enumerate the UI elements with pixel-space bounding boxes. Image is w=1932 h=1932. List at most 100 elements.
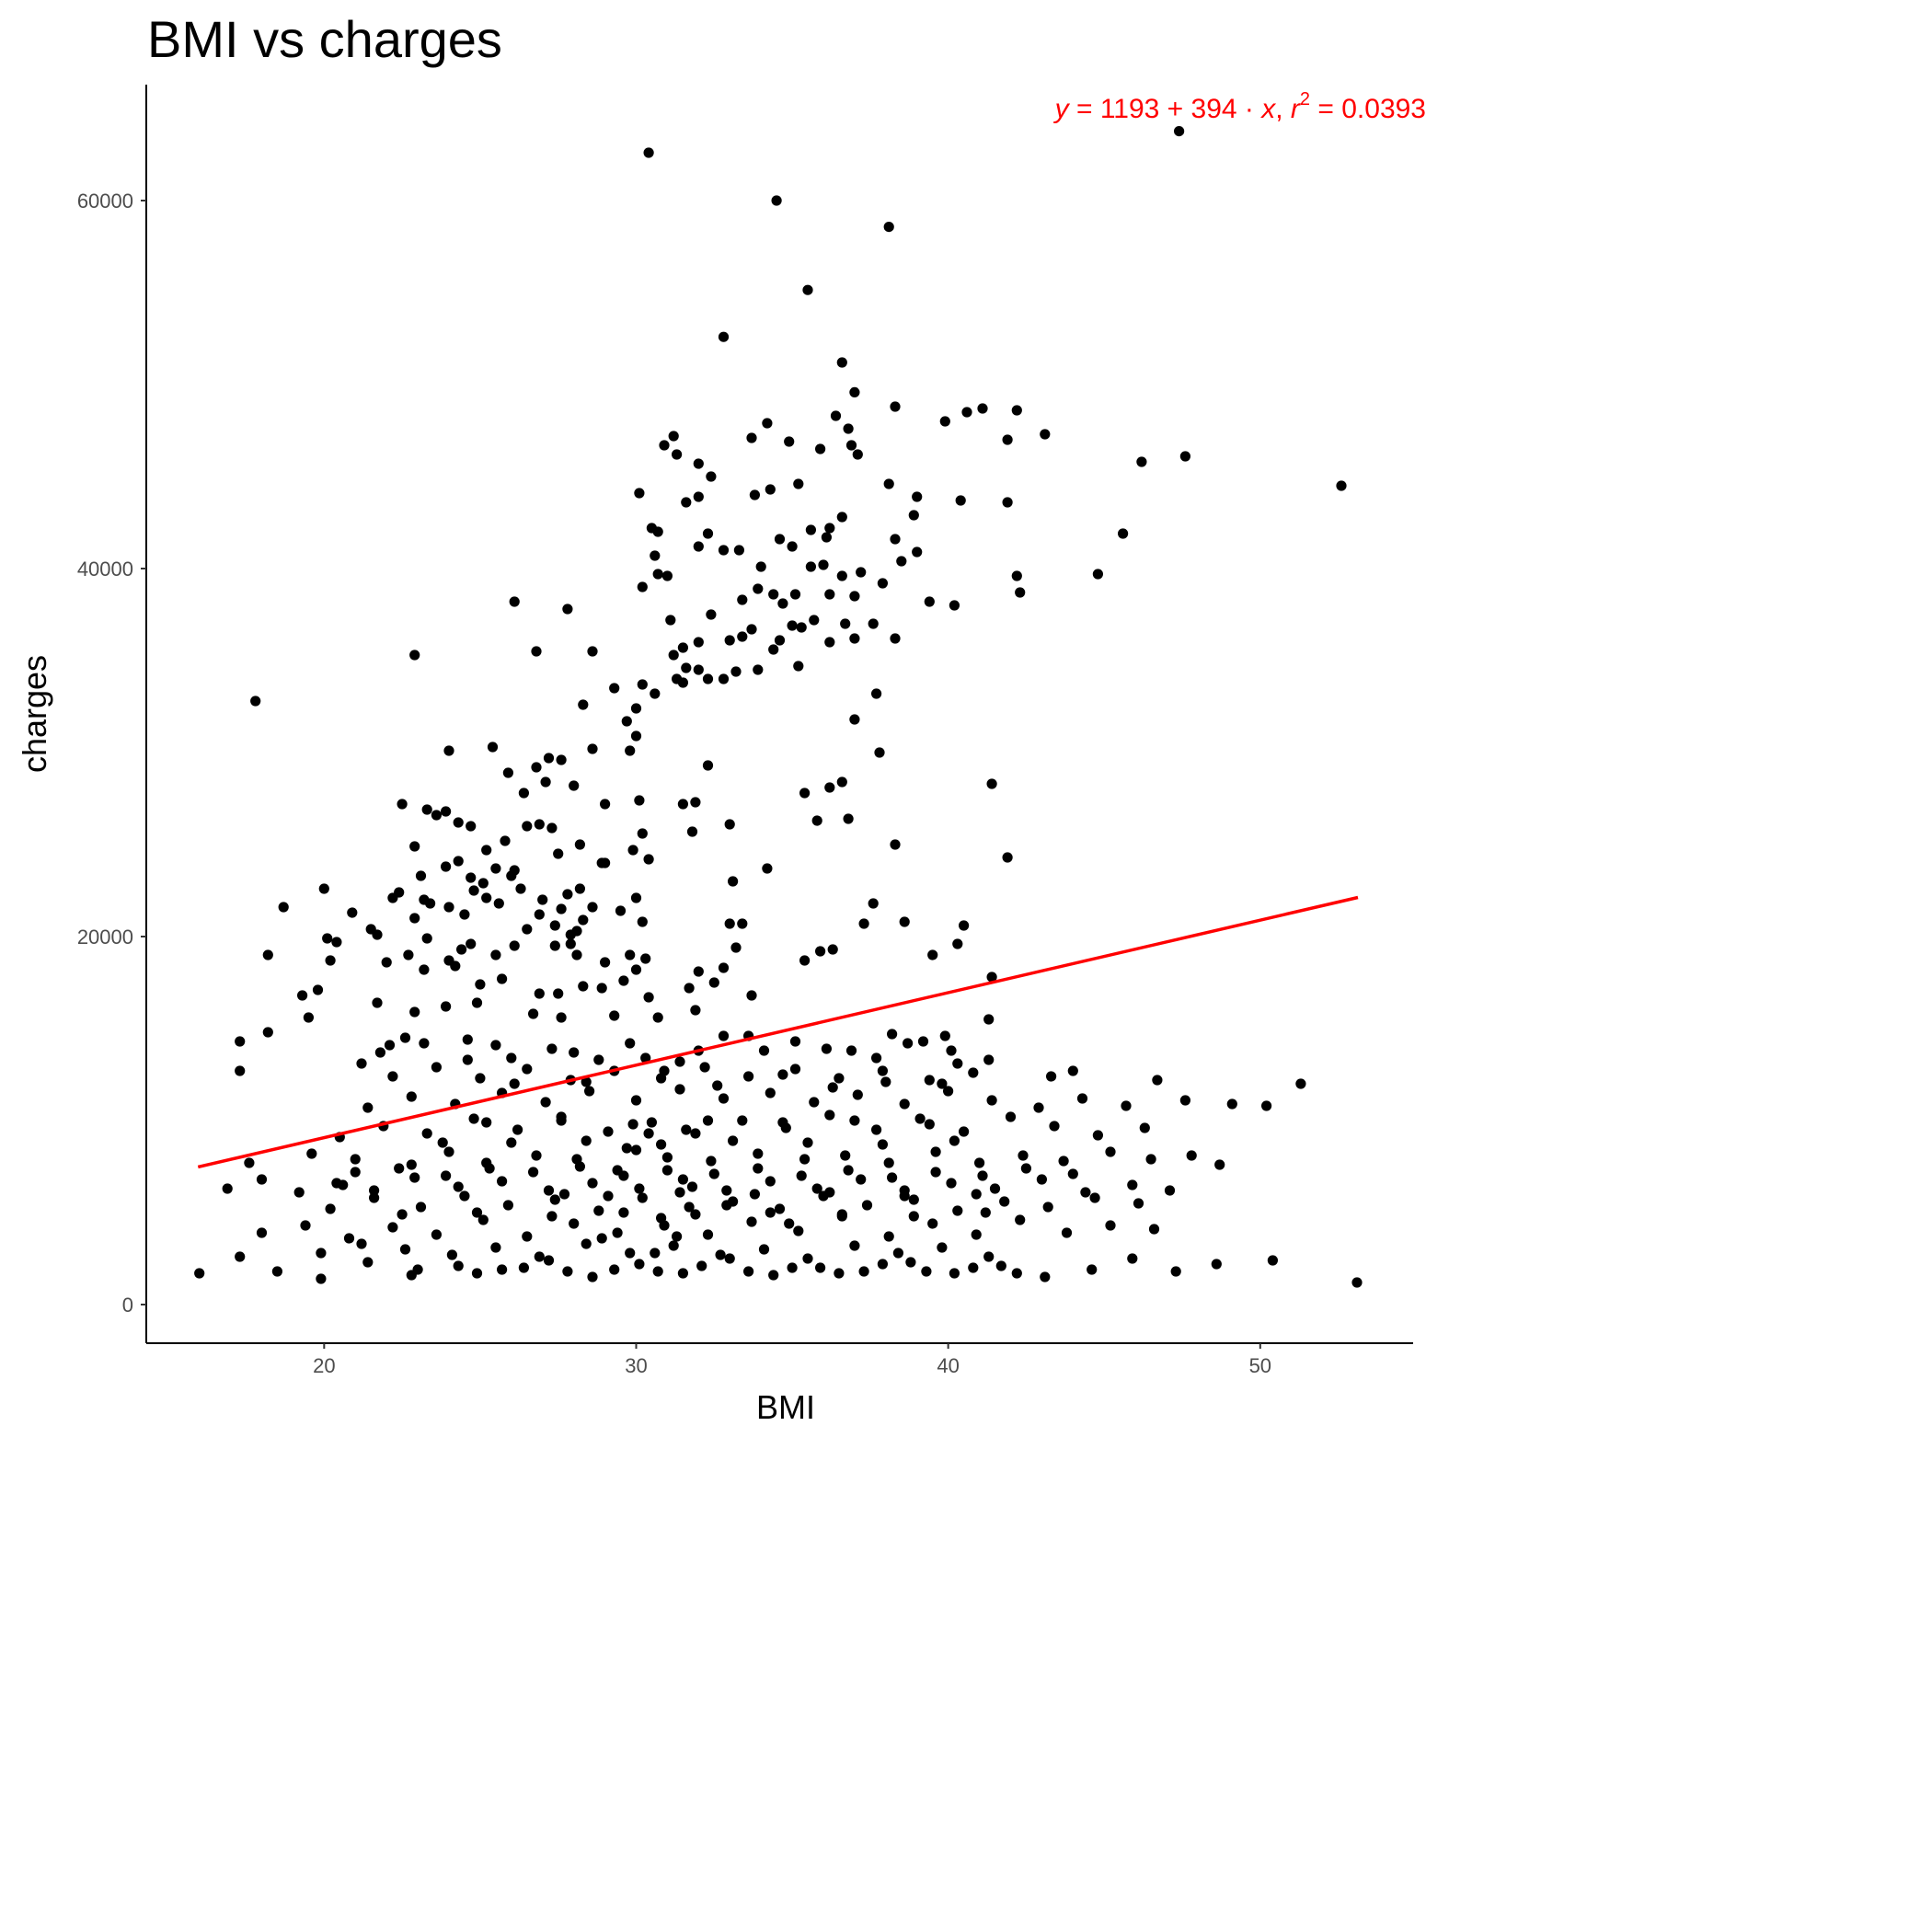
data-point [562,604,573,615]
data-point [728,1135,739,1146]
data-point [858,1266,869,1277]
data-point [350,1154,361,1165]
data-point [643,147,654,158]
data-point [983,1251,995,1262]
data-point [836,570,847,581]
data-point [706,471,717,482]
data-point [596,983,607,994]
data-point [849,714,860,725]
data-point [809,615,820,626]
eq-x: x [1259,94,1276,124]
data-point [640,953,651,964]
data-point [681,497,692,508]
data-point [968,1067,979,1078]
data-point [693,491,704,502]
data-point [384,1040,396,1051]
data-point [959,920,970,931]
data-point [849,1115,860,1126]
data-point [621,1143,632,1154]
data-point [194,1268,205,1279]
data-point [1018,1150,1029,1161]
data-point [612,1227,623,1238]
data-point [600,799,611,810]
data-point [937,1078,948,1089]
data-point [702,528,714,539]
data-point [799,1154,811,1165]
data-point [836,776,847,788]
data-point [477,878,489,889]
data-point [1089,1192,1100,1203]
data-point [668,1240,679,1251]
y-tick-label: 20000 [77,926,133,949]
data-point [959,1126,970,1137]
data-point [625,1038,636,1049]
data-point [702,673,714,684]
data-point [824,782,835,793]
data-point [256,1174,268,1185]
data-point [952,1205,963,1216]
data-point [409,1006,420,1018]
data-point [777,598,788,609]
data-point [652,1266,663,1277]
data-point [924,1075,935,1086]
data-point [952,1058,963,1069]
data-point [543,1185,555,1196]
data-point [1076,1093,1088,1104]
data-point [331,937,342,948]
data-point [477,1214,489,1225]
data-point [306,1148,317,1159]
data-point [431,1229,442,1240]
data-point [746,1216,757,1227]
data-point [787,1262,798,1273]
data-point [989,1183,1001,1194]
data-point [553,848,564,859]
data-point [540,776,551,788]
data-point [1127,1179,1138,1190]
data-point [659,1220,670,1231]
data-point [593,1054,604,1065]
data-point [877,1139,889,1150]
data-point [630,1095,642,1106]
data-point [1011,405,1022,416]
data-point [625,1248,636,1259]
data-point [235,1036,246,1047]
data-point [746,432,757,443]
data-point [487,742,499,753]
data-point [796,622,807,633]
data-point [556,754,567,765]
data-point [843,1165,854,1176]
data-point [880,1076,891,1087]
data-point [883,1157,894,1168]
data-point [506,870,517,881]
data-point [475,979,486,990]
data-point [634,1183,645,1194]
data-point [587,743,598,754]
data-point [643,854,654,865]
data-point [537,894,548,905]
y-tick-label: 60000 [77,190,133,213]
x-tick-label: 50 [1249,1354,1271,1377]
data-point [690,1005,701,1016]
data-point [834,1268,845,1279]
data-point [693,966,704,977]
data-point [571,949,582,960]
data-point [293,1187,305,1198]
data-point [821,532,833,543]
data-point [625,949,636,960]
data-point [222,1183,233,1194]
data-point [1058,1156,1069,1167]
data-point [921,1266,932,1277]
data-point [749,1189,761,1200]
data-point [946,1045,957,1056]
data-point [587,1271,598,1282]
data-point [802,1137,813,1148]
data-point [356,1058,367,1069]
data-point [518,1262,530,1273]
data-point [350,1167,361,1178]
data-point [369,1185,380,1196]
data-point [481,845,492,856]
data-point [868,618,879,629]
data-point [777,1069,788,1080]
data-point [1002,434,1013,445]
data-point [890,839,901,850]
